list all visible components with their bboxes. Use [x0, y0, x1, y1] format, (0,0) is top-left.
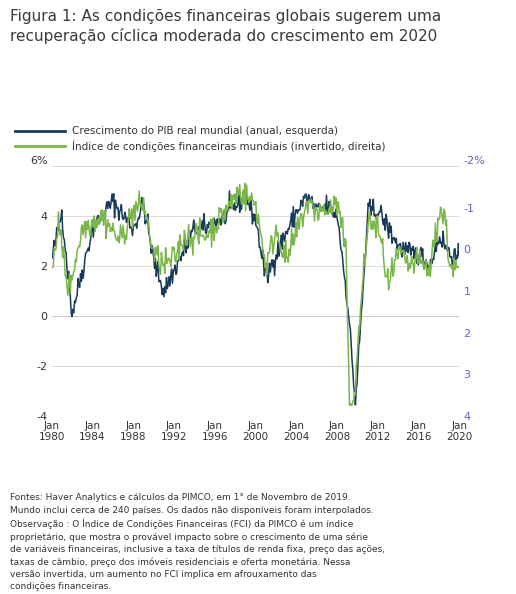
Text: Fontes: Haver Analytics e cálculos da PIMCO, em 1° de Novembro de 2019.
Mundo in: Fontes: Haver Analytics e cálculos da PI… — [10, 494, 385, 591]
Text: Crescimento do PIB real mundial (anual, esquerda): Crescimento do PIB real mundial (anual, … — [72, 126, 338, 135]
Text: Figura 1: As condições financeiras globais sugerem uma
recuperação cíclica moder: Figura 1: As condições financeiras globa… — [10, 9, 442, 44]
Text: -2%: -2% — [463, 156, 485, 166]
Text: Índice de condições financeiras mundiais (invertido, direita): Índice de condições financeiras mundiais… — [72, 140, 386, 151]
Text: 6%: 6% — [30, 156, 47, 166]
